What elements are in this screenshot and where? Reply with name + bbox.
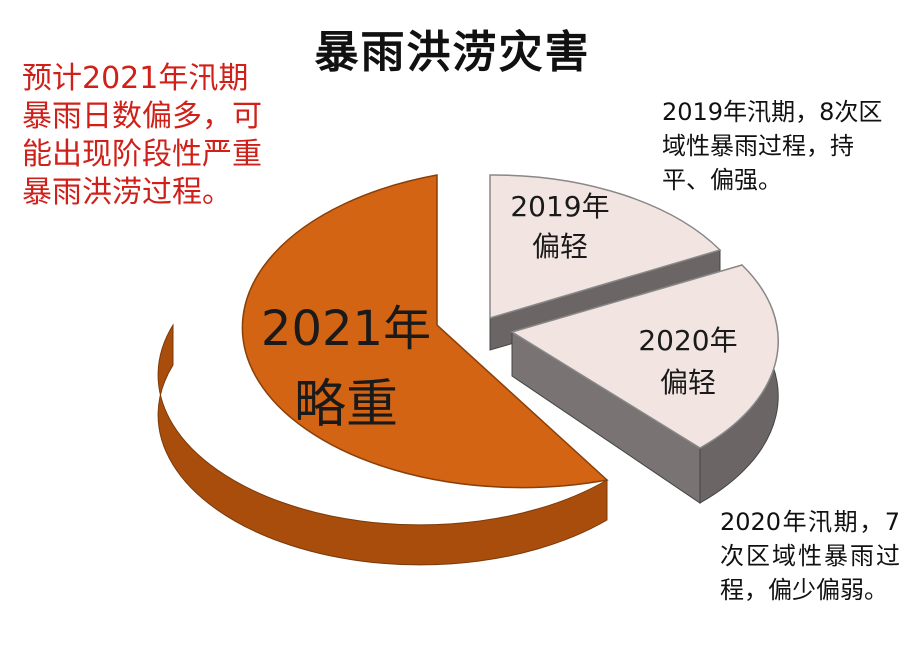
- slice-2020-level-label: 偏轻: [660, 366, 716, 399]
- slice-2019-year-label: 2019年: [510, 190, 609, 223]
- slice-2021-year-label: 2021年: [261, 301, 431, 357]
- slice-2021-level-label: 略重: [294, 375, 398, 435]
- annotation-2020: 2020年汛期，7次区域性暴雨过程，偏少偏弱。: [720, 508, 900, 604]
- slice-2019-top: [489, 174, 722, 320]
- forecast-annotation: 预计2021年汛期暴雨日数偏多，可能出现阶段性严重暴雨洪涝过程。: [22, 61, 262, 210]
- slice-2020-top: [510, 264, 779, 449]
- slice-2021-top: [241, 174, 609, 489]
- annotation-2019: 2019年汛期，8次区域性暴雨过程，持平、偏强。: [662, 98, 883, 194]
- slice-2020-year-label: 2020年: [638, 324, 737, 357]
- slice-2021-side: [157, 323, 608, 566]
- chart-title: 暴雨洪涝灾害: [314, 27, 591, 78]
- slice-2019-level-label: 偏轻: [532, 230, 588, 263]
